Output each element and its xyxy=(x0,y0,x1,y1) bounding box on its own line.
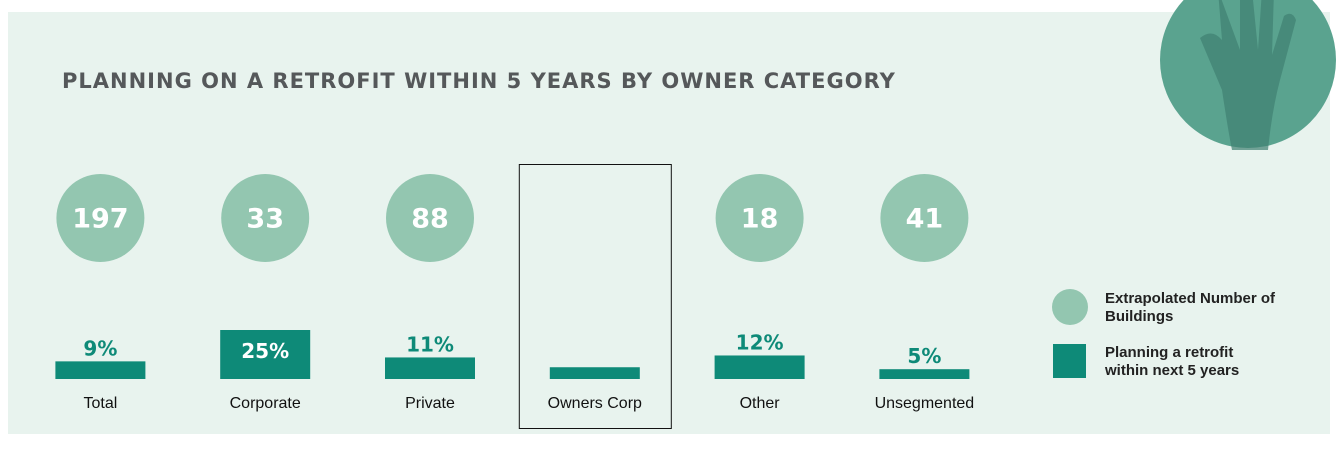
legend-swatch-circle xyxy=(1052,289,1088,325)
bar xyxy=(220,330,311,379)
building-count-circle xyxy=(386,174,474,262)
highlight-box[interactable] xyxy=(518,164,672,429)
hand-illustration xyxy=(1160,0,1336,150)
building-count-circle xyxy=(221,174,310,262)
building-count-label: 41 xyxy=(906,204,944,235)
building-count-label: 18 xyxy=(741,204,779,235)
bar xyxy=(714,355,805,379)
value-label: 25% xyxy=(241,339,289,363)
bar xyxy=(55,361,146,379)
category-label: Total xyxy=(84,395,118,412)
legend-swatch-bar xyxy=(1053,344,1086,378)
building-count-label: 197 xyxy=(72,204,128,235)
value-label: 9% xyxy=(83,336,117,360)
building-count-circle xyxy=(56,174,145,262)
legend-label: Extrapolated Number of Buildings xyxy=(1105,290,1276,325)
category-label: Corporate xyxy=(230,395,301,412)
bar xyxy=(549,367,640,379)
building-count-circle xyxy=(715,174,804,262)
bar xyxy=(385,357,475,379)
category-label: Unsegmented xyxy=(875,395,975,412)
bar xyxy=(879,369,970,379)
category-label: Owners Corp xyxy=(548,395,642,412)
value-label: 12% xyxy=(736,330,784,354)
building-count-label: 33 xyxy=(246,204,284,235)
chart-title: PLANNING ON A RETROFIT WITHIN 5 YEARS BY… xyxy=(62,69,896,93)
category-label: Private xyxy=(405,395,455,412)
value-label: 5% xyxy=(907,344,941,368)
building-count-circle xyxy=(880,174,969,262)
value-label: 11% xyxy=(406,332,454,356)
legend-label: Planning a retrofit within next 5 years xyxy=(1105,344,1240,379)
building-count-label: 88 xyxy=(411,204,449,235)
category-label: Other xyxy=(740,395,781,412)
